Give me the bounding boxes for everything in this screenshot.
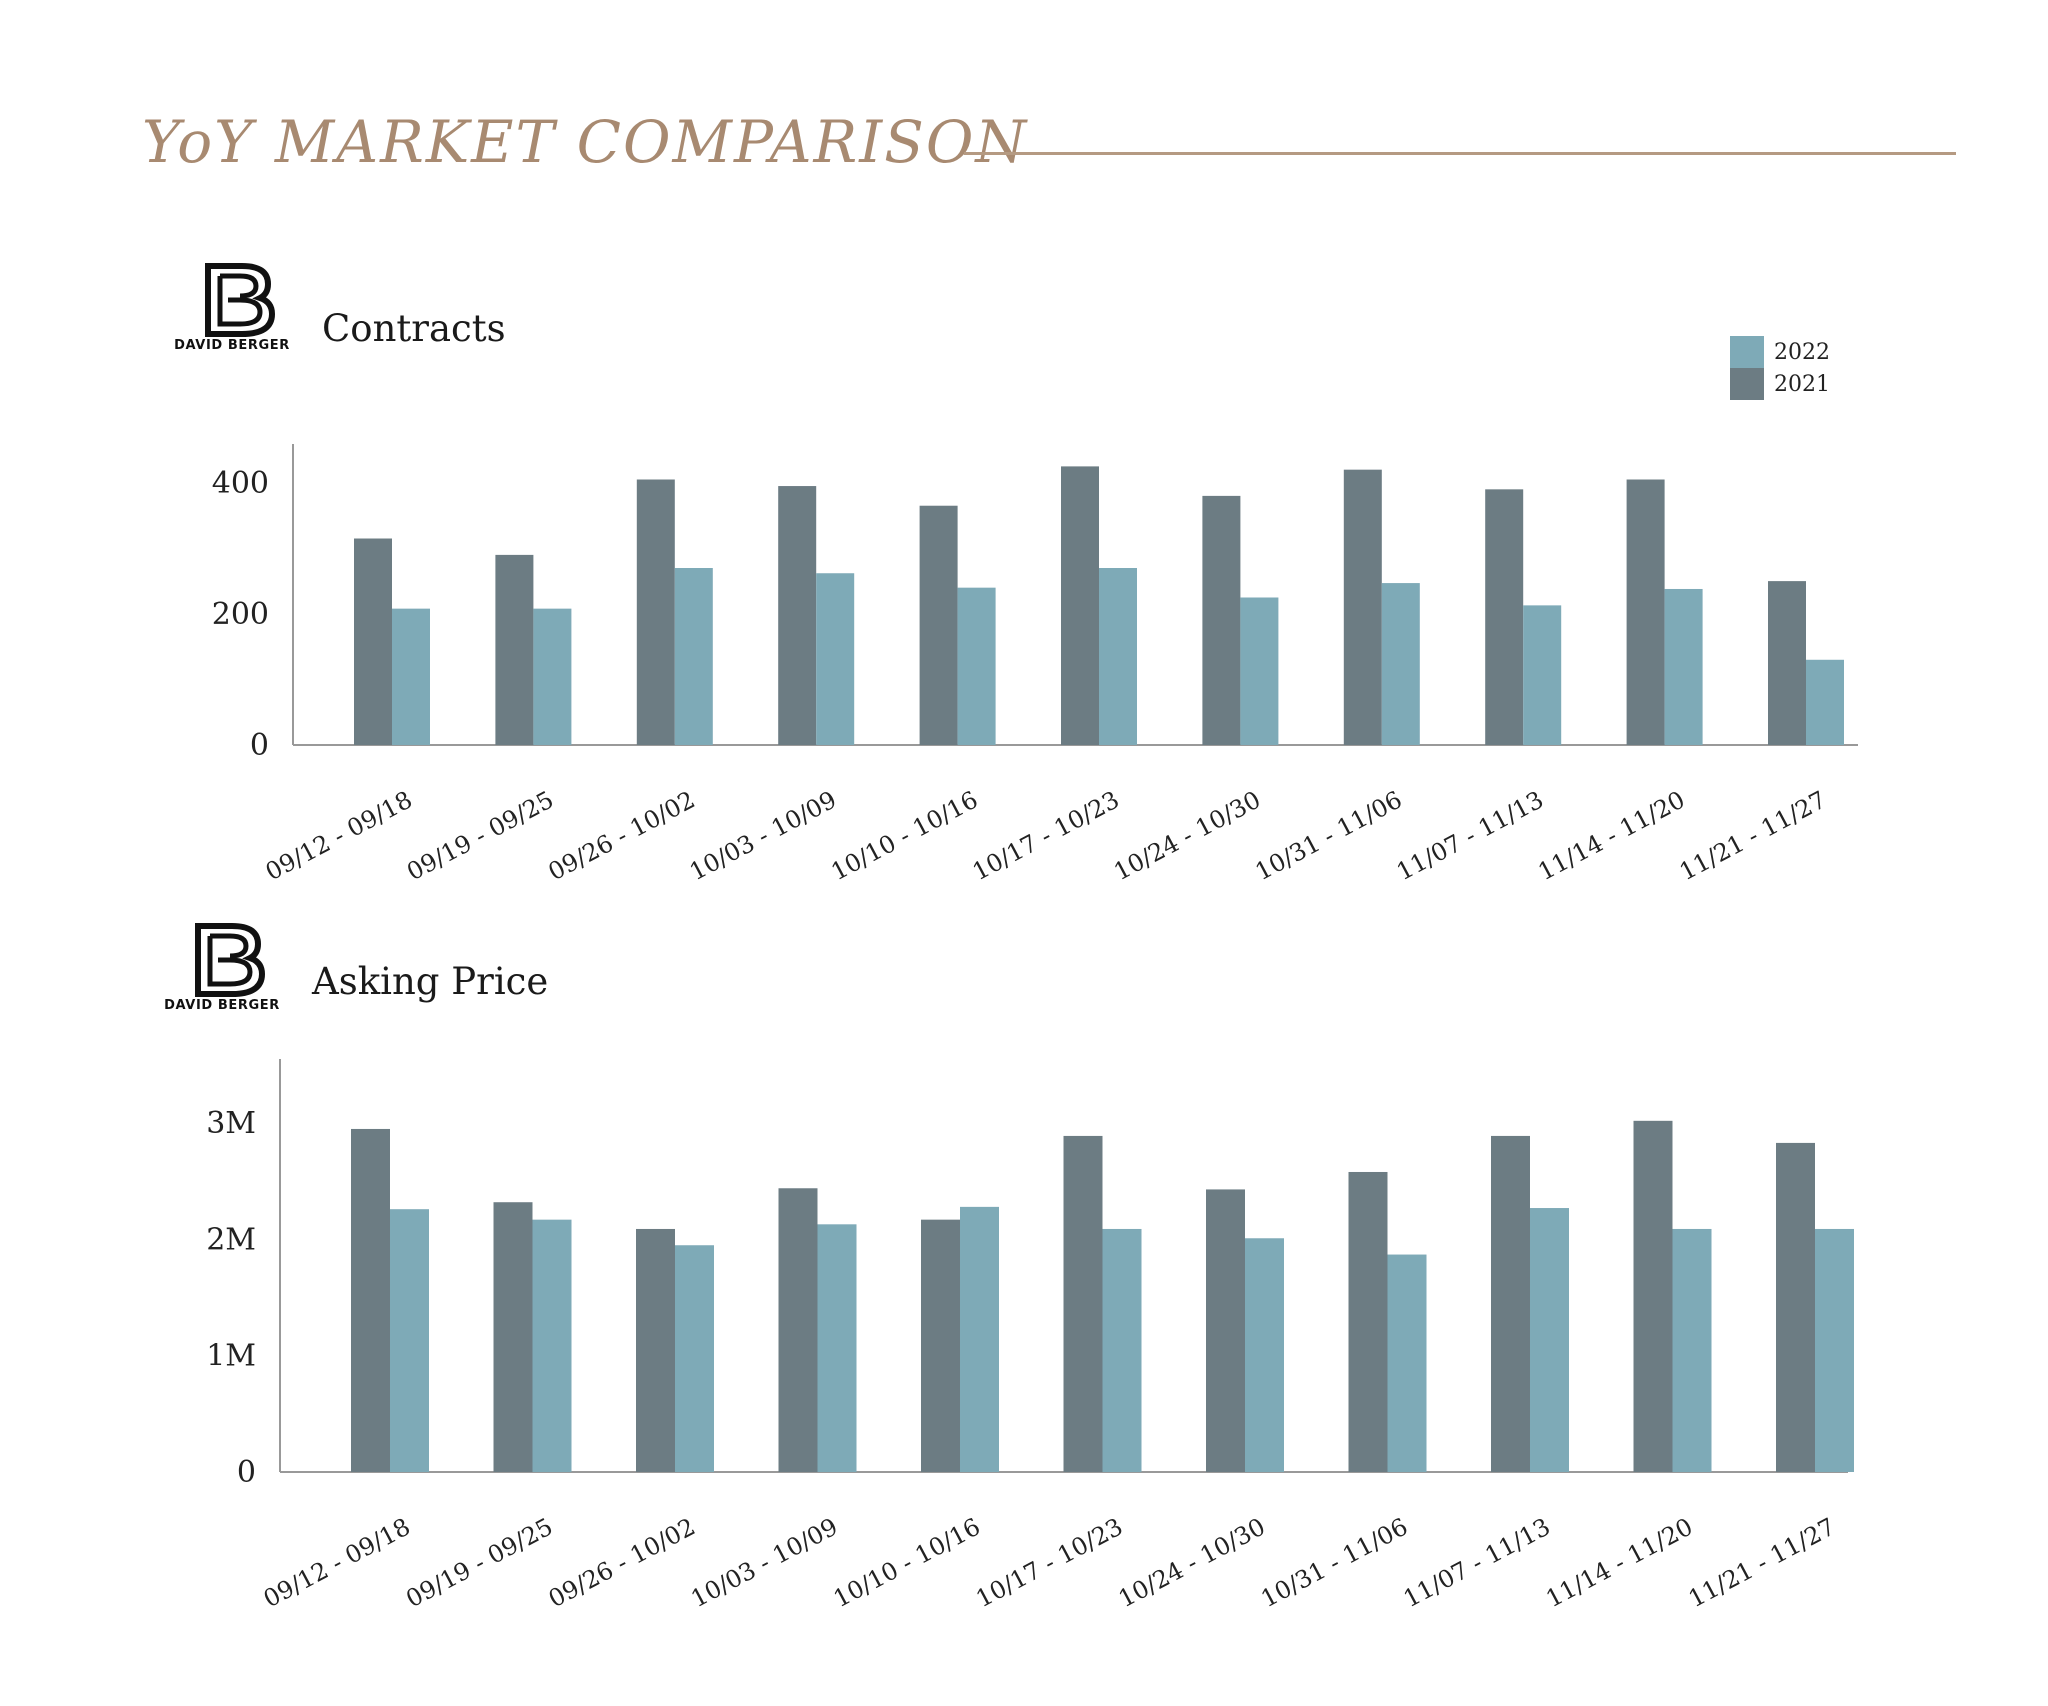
bar-2022 (1102, 1228, 1142, 1472)
bar-2022 (674, 568, 713, 745)
bar-2021 (1206, 1189, 1245, 1472)
logo-text: DAVID BERGER (164, 998, 280, 1013)
x-tick-label: 10/03 - 10/09 (686, 1513, 842, 1614)
legend-swatch-2022 (1730, 336, 1764, 368)
y-tick-label: 0 (250, 728, 269, 763)
x-tick-label: 09/26 - 10/02 (544, 1513, 700, 1614)
y-tick-label: 1M (206, 1339, 256, 1374)
bar-2022 (1672, 1228, 1712, 1472)
legend-item-2021: 2021 (1730, 368, 1830, 400)
page-title: YoY MARKET COMPARISON (142, 108, 1029, 176)
bar-2021 (1491, 1135, 1530, 1472)
legend-label-2022: 2022 (1774, 339, 1830, 365)
bar-2021 (1776, 1142, 1815, 1472)
db-monogram-icon (205, 263, 276, 337)
bar-2021 (493, 1202, 533, 1472)
bar-2021 (778, 486, 817, 745)
bar-2021 (495, 554, 534, 745)
x-tick-label: 11/14 - 11/20 (1541, 1513, 1697, 1614)
bar-2022 (960, 1206, 999, 1472)
bar-2021 (636, 479, 675, 745)
bar-2021 (1061, 466, 1099, 745)
bar-2022 (1664, 588, 1703, 745)
x-tick-label: 09/12 - 09/18 (259, 1513, 415, 1614)
y-tick-label: 2M (206, 1222, 256, 1257)
bar-2021 (1633, 1120, 1673, 1472)
bar-2022 (1099, 568, 1137, 745)
x-tick-label: 10/10 - 10/16 (829, 1513, 985, 1614)
bar-2022 (1381, 583, 1420, 745)
y-tick-label: 200 (212, 597, 269, 632)
bar-2021 (919, 505, 958, 745)
bar-2022 (1240, 597, 1279, 745)
bar-2022 (1523, 605, 1562, 745)
asking-price-chart-title: Asking Price (312, 960, 549, 1003)
legend-item-2022: 2022 (1730, 336, 1830, 368)
x-tick-label: 10/17 - 10/23 (971, 1513, 1127, 1614)
bar-2022 (816, 573, 855, 745)
bar-2022 (1530, 1208, 1569, 1472)
bar-2021 (636, 1228, 675, 1472)
y-tick-label: 3M (206, 1106, 256, 1141)
bar-2022 (1245, 1238, 1284, 1472)
x-tick-label: 10/24 - 10/30 (1114, 1513, 1270, 1614)
bar-2021 (1626, 479, 1665, 745)
bar-2021 (1768, 581, 1806, 745)
bar-2021 (921, 1219, 960, 1472)
logo-text: DAVID BERGER (174, 338, 290, 353)
x-tick-label: 09/19 - 09/25 (401, 1513, 557, 1614)
bar-2022 (533, 608, 572, 745)
y-tick-label: 400 (212, 466, 269, 501)
brand-logo: DAVID BERGER (158, 922, 286, 1013)
bar-2022 (532, 1219, 572, 1472)
bar-2022 (957, 587, 996, 745)
brand-logo: DAVID BERGER (168, 262, 296, 353)
bar-2021 (354, 538, 392, 745)
bar-2022 (675, 1245, 714, 1472)
x-tick-label: 10/31 - 11/06 (1256, 1513, 1412, 1614)
bar-2021 (778, 1188, 818, 1472)
bar-2021 (1348, 1171, 1388, 1472)
x-tick-label: 11/07 - 11/13 (1399, 1513, 1555, 1614)
bar-2021 (351, 1128, 390, 1472)
bar-2021 (1343, 469, 1382, 745)
bar-2022 (1806, 659, 1844, 745)
legend: 2022 2021 (1730, 336, 1830, 400)
bar-2022 (392, 608, 430, 745)
x-tick-label: 11/21 - 11/27 (1684, 1513, 1840, 1614)
bar-2022 (817, 1224, 857, 1472)
title-divider (964, 152, 1956, 155)
bar-2021 (1485, 489, 1524, 745)
bar-2022 (1815, 1228, 1854, 1472)
contracts-chart-title: Contracts (322, 307, 506, 350)
legend-label-2021: 2021 (1774, 371, 1830, 397)
bar-2022 (390, 1209, 429, 1472)
bar-2022 (1387, 1254, 1427, 1472)
bar-2021 (1202, 495, 1241, 745)
legend-swatch-2021 (1730, 368, 1764, 400)
y-tick-label: 0 (237, 1455, 256, 1490)
db-monogram-icon (195, 923, 266, 997)
bar-2021 (1063, 1135, 1103, 1472)
